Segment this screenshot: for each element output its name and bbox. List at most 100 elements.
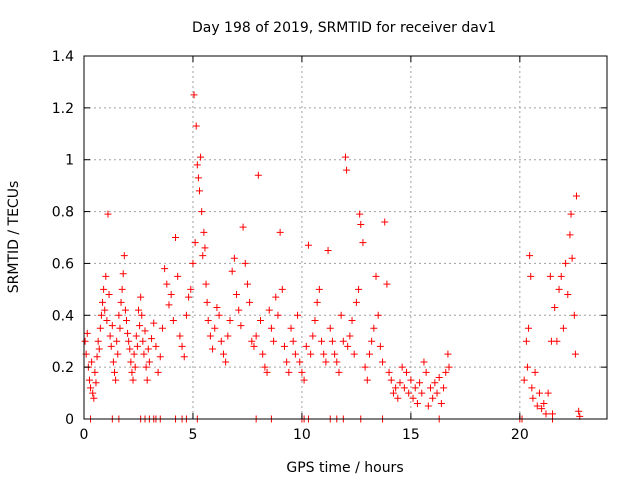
data-point	[424, 402, 432, 410]
data-point	[93, 353, 101, 361]
data-point	[394, 394, 402, 402]
data-point	[193, 161, 201, 169]
data-point	[285, 368, 293, 376]
data-point	[418, 389, 426, 397]
data-point	[94, 337, 102, 345]
data-point	[555, 285, 563, 293]
data-point	[352, 298, 360, 306]
data-point	[202, 280, 210, 288]
data-point	[535, 389, 543, 397]
data-point	[122, 316, 130, 324]
data-point	[357, 221, 365, 229]
data-point	[557, 272, 565, 280]
y-tick-label: 1.4	[52, 49, 74, 65]
grid-lines	[84, 56, 607, 419]
data-point	[129, 376, 137, 384]
data-point	[101, 306, 109, 314]
data-point	[219, 350, 227, 358]
data-point	[379, 358, 387, 366]
data-point	[257, 316, 265, 324]
data-point	[111, 368, 119, 376]
data-point	[211, 324, 219, 332]
data-point	[372, 272, 380, 280]
data-point	[194, 174, 202, 182]
data-point	[125, 337, 133, 345]
y-tick-label: 1.2	[52, 101, 74, 117]
data-point	[435, 374, 443, 382]
data-point	[570, 311, 578, 319]
x-tick-label: 15	[402, 427, 420, 443]
data-point	[526, 252, 534, 260]
x-tick-label: 10	[293, 427, 311, 443]
data-point	[163, 280, 171, 288]
data-point	[405, 389, 413, 397]
data-point	[145, 358, 153, 366]
data-point	[420, 358, 428, 366]
data-point	[139, 337, 147, 345]
data-point	[320, 350, 328, 358]
data-point	[189, 259, 197, 267]
data-point	[333, 358, 341, 366]
data-point	[309, 332, 317, 340]
data-point	[442, 368, 450, 376]
data-point	[276, 228, 284, 236]
data-point	[83, 329, 91, 337]
data-point	[437, 399, 445, 407]
data-point	[174, 272, 182, 280]
data-point	[209, 345, 217, 353]
data-point	[398, 363, 406, 371]
data-point	[148, 335, 156, 343]
data-point	[233, 291, 241, 299]
data-point	[200, 228, 208, 236]
data-point	[167, 291, 175, 299]
data-point	[551, 304, 559, 312]
data-point	[195, 187, 203, 195]
data-point	[150, 319, 158, 327]
data-point	[259, 350, 267, 358]
data-point	[121, 306, 129, 314]
data-point	[344, 342, 352, 350]
data-point	[525, 324, 533, 332]
data-point	[559, 324, 567, 332]
data-point	[228, 267, 236, 275]
data-point	[248, 337, 256, 345]
data-point	[226, 316, 234, 324]
data-point	[213, 304, 221, 312]
data-point	[152, 342, 160, 350]
data-point	[100, 285, 108, 293]
x-tick-label: 0	[80, 427, 89, 443]
data-point	[429, 394, 437, 402]
data-point	[222, 358, 230, 366]
data-point	[426, 384, 434, 392]
data-point	[190, 91, 198, 99]
data-point	[176, 332, 184, 340]
data-point	[203, 298, 211, 306]
data-point	[85, 376, 93, 384]
data-point	[161, 265, 169, 273]
data-point	[118, 285, 126, 293]
data-point	[564, 291, 572, 299]
data-point	[311, 316, 319, 324]
data-point	[359, 239, 367, 247]
y-tick-label: 0.2	[52, 360, 74, 376]
data-point	[124, 329, 132, 337]
data-point	[396, 379, 404, 387]
data-point	[527, 272, 535, 280]
data-point	[104, 210, 112, 218]
data-point	[90, 394, 98, 402]
data-point	[296, 358, 304, 366]
data-point	[422, 368, 430, 376]
data-point	[270, 337, 278, 345]
data-point	[130, 350, 138, 358]
data-point	[298, 368, 306, 376]
data-point	[165, 301, 173, 309]
data-point	[542, 410, 550, 418]
data-point	[533, 402, 541, 410]
data-point	[287, 324, 295, 332]
data-point	[224, 332, 232, 340]
data-point	[88, 358, 96, 366]
data-point	[201, 244, 209, 252]
data-point	[106, 332, 114, 340]
data-point	[115, 311, 123, 319]
